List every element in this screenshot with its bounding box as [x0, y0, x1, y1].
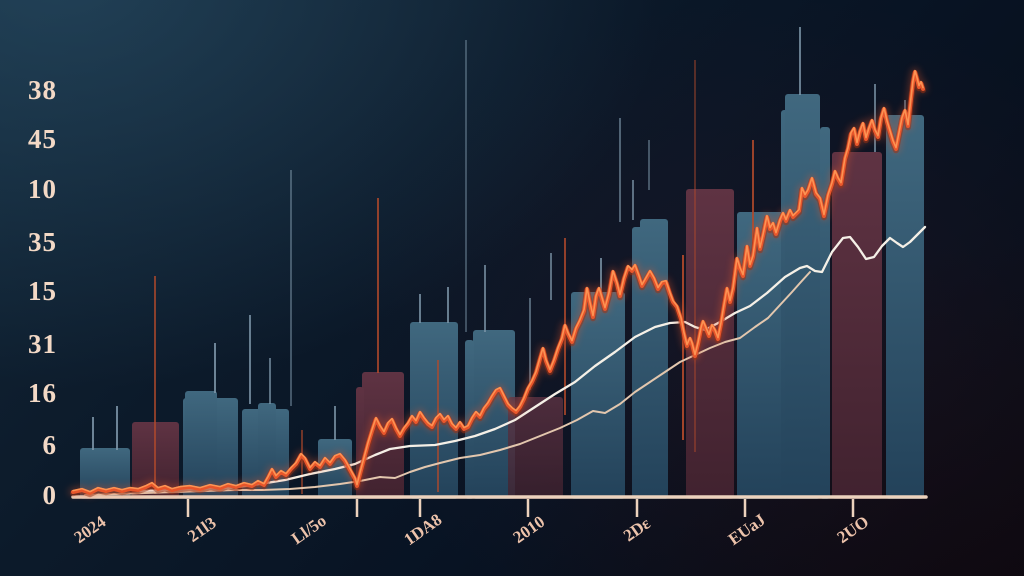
x-axis-label: Ll/5o	[288, 511, 330, 548]
x-axis-label: 1DA8	[400, 510, 445, 549]
y-axis-label: 10	[28, 174, 57, 204]
bar-segment	[473, 330, 515, 499]
y-axis-label: 35	[28, 227, 57, 257]
y-axis-label: 16	[28, 378, 57, 408]
x-axis-label: 21l3	[184, 513, 220, 546]
x-axis-label: 2024	[70, 512, 109, 547]
y-axis-label: 6	[43, 430, 58, 460]
bar-segment	[737, 212, 785, 499]
bar-segment	[686, 189, 734, 499]
bar-segment	[508, 397, 563, 499]
bar-teal	[632, 219, 668, 499]
bar-teal	[410, 322, 458, 499]
bar-segment	[185, 391, 217, 499]
x-axis-label: 2010	[509, 512, 548, 547]
y-axis-label: 0	[43, 480, 58, 510]
bar-segment	[832, 152, 882, 499]
bar-teal	[571, 292, 625, 499]
price-line-highlight	[72, 69, 924, 493]
y-axis-label: 45	[28, 124, 57, 154]
bar-maroon	[832, 152, 882, 499]
x-axis-label: 2UO	[833, 512, 872, 547]
bar-segment	[410, 322, 458, 499]
bar-teal	[886, 115, 924, 499]
bar-teal	[465, 330, 515, 499]
bar-maroon	[508, 397, 563, 499]
y-axis-label: 15	[28, 276, 57, 306]
bar-maroon	[686, 189, 734, 499]
y-axis-label: 31	[28, 329, 57, 359]
bar-segment	[886, 115, 924, 499]
x-axis-label: 2Dε	[620, 514, 654, 546]
bar-teal	[737, 212, 785, 499]
bar-segment	[785, 94, 820, 499]
x-axis-label: EUaJ	[725, 510, 770, 549]
bar-segment	[640, 219, 668, 499]
bar-segment	[571, 292, 625, 499]
ma-slow-line	[84, 271, 811, 496]
y-axis-label: 38	[28, 75, 57, 105]
bar-teal	[183, 391, 238, 499]
